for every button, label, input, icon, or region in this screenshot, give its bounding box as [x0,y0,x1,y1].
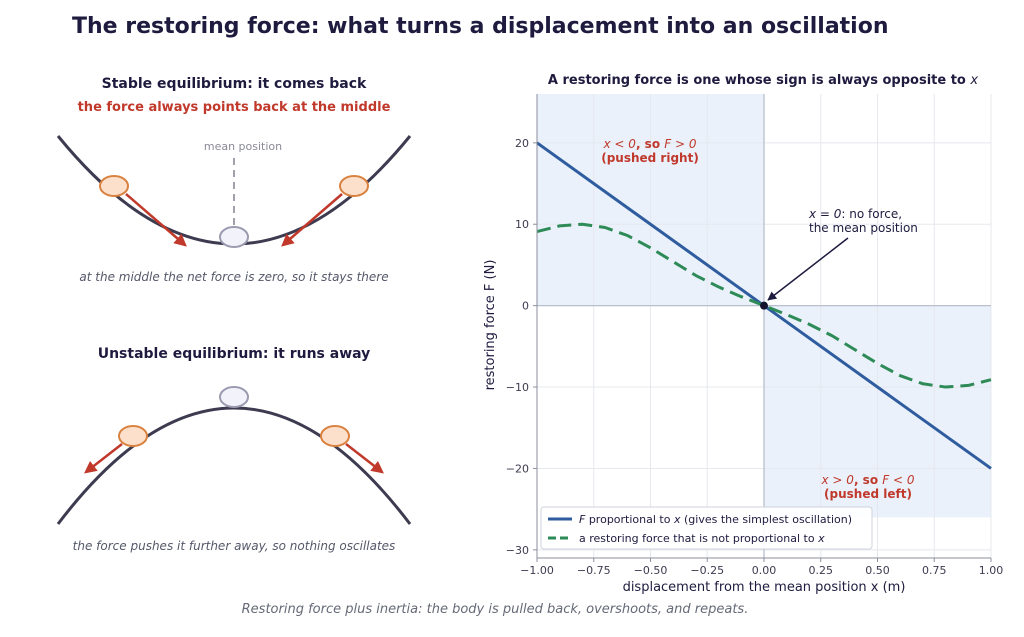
x-tick-label: −0.25 [690,564,724,577]
left-force-arrow [125,193,187,247]
force-displacement-chart: A restoring force is one whose sign is a… [483,73,1003,595]
unstable-ball-left [118,425,148,447]
right-force-arrow [281,193,343,247]
x-tick-label: 0.50 [865,564,890,577]
y-tick-label: −30 [506,544,529,557]
x-tick-label: 0.75 [922,564,947,577]
legend: F proportional to x (gives the simplest … [540,506,873,550]
x-tick-label: 0.00 [752,564,777,577]
x-tick-label: −0.75 [577,564,611,577]
x-tick-label: −0.50 [634,564,668,577]
legend-label-linear: F proportional to x (gives the simplest … [579,513,852,526]
y-tick-label: 20 [515,137,529,150]
unstable-caption: the force pushes it further away, so not… [73,539,396,553]
left-panels: Stable equilibrium: it comes back the fo… [56,76,412,553]
left-runaway-arrow [84,443,123,474]
origin-annotation-arrow [767,237,849,301]
unstable-panel: Unstable equilibrium: it runs away the f… [56,346,412,553]
legend-label-nonlinear: a restoring force that is not proportion… [579,532,825,545]
unstable-title: Unstable equilibrium: it runs away [98,346,371,362]
x-tick-label: 0.25 [809,564,834,577]
y-tick-label: 10 [515,218,529,231]
x-tick-label: −1.00 [520,564,554,577]
origin-annotation-line2: the mean position [809,221,918,235]
chart-title: A restoring force is one whose sign is a… [548,73,978,88]
rest-ball [219,226,249,248]
mean-position-label: mean position [204,140,282,153]
right-runaway-arrow [345,443,384,474]
unstable-top-ball [219,386,249,408]
y-tick-label: −10 [506,381,529,394]
left-region-annotation-line1: x < 0, so F > 0 [603,137,697,151]
displaced-ball-right [339,175,369,197]
y-tick-label: 0 [522,300,529,313]
right-region-annotation-line1: x > 0, so F < 0 [821,473,915,487]
right-region-annotation-line2: (pushed left) [824,487,912,501]
x-axis-label: displacement from the mean position x (m… [623,580,906,595]
unstable-ball-right [320,425,350,447]
displaced-ball-left [99,175,129,197]
y-tick-label: −20 [506,462,529,475]
stable-panel: Stable equilibrium: it comes back the fo… [56,76,412,284]
legend-box [540,506,873,550]
origin-point [760,301,768,310]
stable-title: Stable equilibrium: it comes back [102,76,367,92]
stable-caption: at the middle the net force is zero, so … [79,270,388,284]
axes: −1.00 −0.75 −0.50 −0.25 0.00 0.25 0.50 0.75 1.00… [506,94,1003,577]
origin-annotation-line1: x = 0: no force, [808,207,902,221]
figure-footer: Restoring force plus inertia: the body i… [241,602,749,617]
stable-subtitle: the force always points back at the midd… [78,100,391,115]
figure-title: The restoring force: what turns a displa… [72,14,889,39]
left-region-annotation-line2: (pushed right) [601,151,699,165]
x-tick-label: 1.00 [979,564,1004,577]
y-axis-label: restoring force F (N) [483,260,498,391]
hill-curve [56,406,412,525]
